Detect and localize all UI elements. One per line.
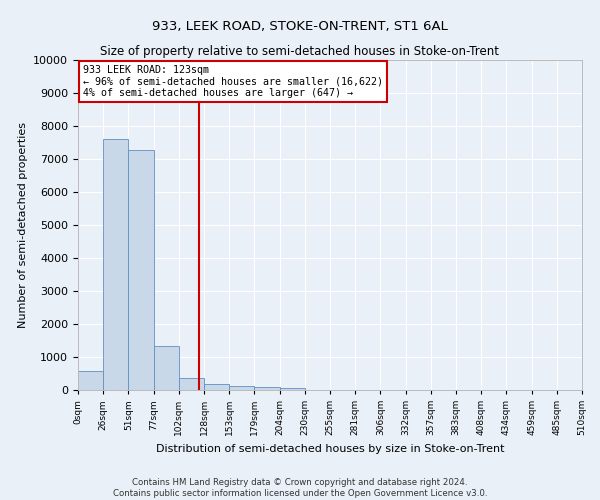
Text: 933 LEEK ROAD: 123sqm
← 96% of semi-detached houses are smaller (16,622)
4% of s: 933 LEEK ROAD: 123sqm ← 96% of semi-deta…: [83, 65, 383, 98]
Y-axis label: Number of semi-detached properties: Number of semi-detached properties: [18, 122, 28, 328]
Bar: [128, 150, 154, 390]
Bar: [204, 384, 229, 390]
Bar: [254, 386, 280, 390]
X-axis label: Distribution of semi-detached houses by size in Stoke-on-Trent: Distribution of semi-detached houses by …: [156, 444, 504, 454]
Bar: [103, 138, 128, 390]
Bar: [78, 371, 103, 390]
Bar: [229, 386, 254, 390]
Text: Size of property relative to semi-detached houses in Stoke-on-Trent: Size of property relative to semi-detach…: [101, 45, 499, 58]
Bar: [154, 346, 179, 390]
Bar: [280, 388, 305, 390]
Bar: [179, 378, 204, 390]
Text: Contains HM Land Registry data © Crown copyright and database right 2024.
Contai: Contains HM Land Registry data © Crown c…: [113, 478, 487, 498]
Text: 933, LEEK ROAD, STOKE-ON-TRENT, ST1 6AL: 933, LEEK ROAD, STOKE-ON-TRENT, ST1 6AL: [152, 20, 448, 33]
